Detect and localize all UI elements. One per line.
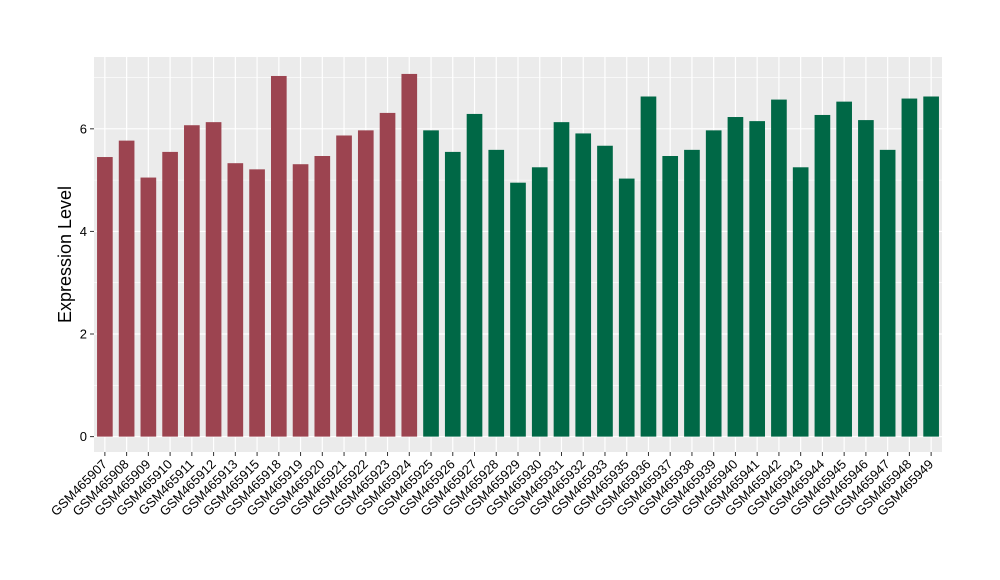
bar-GSM465943: [792, 167, 809, 437]
bar-GSM465945: [836, 101, 852, 437]
bar-GSM465918: [270, 75, 287, 437]
bar-GSM465939: [705, 130, 722, 437]
y-tick-label: 4: [80, 224, 87, 239]
bar-GSM465925: [423, 130, 439, 437]
bar-GSM465911: [184, 125, 200, 437]
bar-GSM465938: [684, 149, 700, 437]
y-tick-label: 2: [80, 327, 87, 342]
bar-GSM465907: [97, 157, 113, 437]
bar-GSM465949: [923, 96, 939, 437]
bar-GSM465946: [858, 120, 874, 437]
bar-GSM465919: [292, 164, 309, 437]
bar-GSM465937: [662, 156, 679, 437]
y-tick-label: 0: [80, 429, 87, 444]
bar-GSM465933: [597, 145, 613, 437]
bar-GSM465927: [466, 113, 483, 437]
bar-GSM465922: [357, 130, 374, 437]
bar-GSM465944: [814, 114, 831, 437]
bar-GSM465931: [553, 122, 570, 437]
bar-GSM465921: [336, 135, 352, 437]
bar-GSM465932: [575, 133, 592, 437]
bar-GSM465947: [879, 149, 896, 437]
bar-GSM465936: [640, 96, 657, 437]
bar-GSM465912: [205, 122, 222, 437]
y-tick-label: 6: [80, 121, 87, 136]
bar-GSM465910: [162, 151, 178, 437]
bar-GSM465909: [140, 177, 157, 437]
bar-GSM465913: [227, 163, 244, 437]
bar-GSM465924: [401, 73, 418, 437]
bar-GSM465940: [727, 117, 744, 437]
bar-GSM465935: [618, 178, 635, 437]
bar-GSM465926: [444, 151, 461, 437]
y-axis: 0 2 4 6: [80, 121, 94, 444]
bar-GSM465948: [901, 98, 918, 437]
bar-GSM465928: [488, 149, 505, 437]
bar-GSM465930: [531, 167, 548, 437]
bar-GSM465942: [771, 99, 787, 437]
bar-GSM465923: [379, 112, 396, 437]
bar-GSM465908: [118, 140, 135, 437]
y-axis-title: Expression Level: [55, 186, 75, 323]
bar-GSM465920: [314, 156, 331, 437]
x-axis: GSM465907GSM465908GSM465909GSM465910GSM4…: [48, 452, 936, 519]
bar-GSM465929: [510, 182, 526, 437]
bar-GSM465915: [249, 169, 265, 437]
bars: [97, 73, 939, 437]
bar-GSM465941: [749, 121, 766, 437]
